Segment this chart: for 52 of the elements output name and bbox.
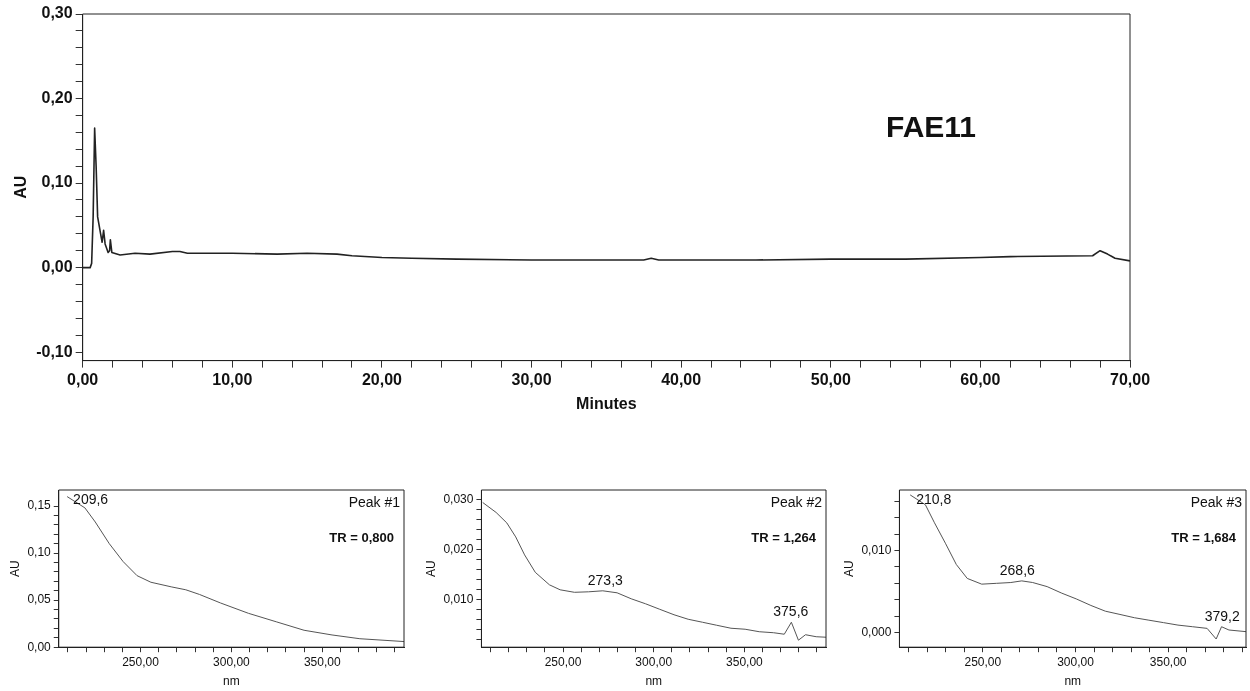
- annotation: TR = 1,264: [751, 530, 817, 546]
- x-tick-label: 350,00: [1149, 654, 1187, 669]
- x-tick-label: 60,00: [960, 370, 1001, 388]
- x-tick-label: 30,00: [511, 370, 552, 388]
- annotation: Peak #1: [348, 493, 401, 510]
- y-axis-title: AU: [423, 560, 438, 577]
- y-tick-label: 0,00: [27, 639, 52, 654]
- y-axis-title: AU: [841, 560, 856, 577]
- annotation: TR = 0,800: [329, 530, 394, 546]
- y-tick-label: 0,15: [27, 498, 52, 513]
- x-tick-label: 0,00: [67, 370, 99, 388]
- y-tick-label: 0,20: [41, 88, 73, 106]
- x-axis-title: nm: [1064, 674, 1082, 689]
- x-tick-label: 10,00: [212, 370, 253, 388]
- y-tick-label: 0,00: [41, 258, 73, 276]
- x-tick-label: 350,00: [303, 654, 341, 669]
- x-axis-title: nm: [223, 674, 240, 689]
- x-tick-label: 350,00: [726, 654, 764, 669]
- x-tick-label: 250,00: [544, 654, 582, 669]
- y-tick-label: 0,010: [861, 542, 892, 557]
- x-tick-label: 250,00: [122, 654, 160, 669]
- annotation: Peak #3: [1190, 493, 1243, 510]
- y-tick-label: 0,30: [41, 4, 73, 22]
- y-tick-label: 0,010: [443, 592, 474, 607]
- x-tick-label: 50,00: [810, 370, 851, 388]
- annotation: 268,6: [999, 561, 1036, 578]
- annotation: 209,6: [73, 490, 109, 507]
- x-axis-title: nm: [645, 674, 663, 689]
- x-tick-label: 70,00: [1109, 370, 1151, 388]
- x-tick-label: 300,00: [635, 654, 673, 669]
- y-axis-title: AU: [12, 175, 30, 199]
- y-tick-label: 0,020: [443, 542, 474, 557]
- x-axis-title: Minutes: [576, 394, 637, 412]
- x-tick-label: 250,00: [964, 654, 1002, 669]
- x-tick-label: 20,00: [361, 370, 403, 388]
- y-tick-label: 0,030: [443, 492, 474, 507]
- annotation: Peak #2: [770, 493, 823, 510]
- annotation: 375,6: [773, 603, 809, 620]
- annotation: FAE11: [885, 109, 977, 143]
- y-tick-label: -0,10: [36, 342, 73, 360]
- annotation: 273,3: [587, 571, 624, 588]
- y-tick-label: 0,000: [861, 624, 892, 639]
- x-tick-label: 300,00: [1057, 654, 1095, 669]
- annotation: 379,2: [1204, 607, 1240, 624]
- y-tick-label: 0,10: [27, 545, 52, 560]
- annotation: TR = 1,684: [1171, 530, 1237, 546]
- y-tick-label: 0,05: [27, 592, 52, 607]
- annotation: 210,8: [916, 490, 952, 507]
- x-tick-label: 40,00: [661, 370, 702, 388]
- x-tick-label: 300,00: [213, 654, 251, 669]
- y-tick-label: 0,10: [41, 173, 73, 191]
- y-axis-title: AU: [7, 560, 22, 577]
